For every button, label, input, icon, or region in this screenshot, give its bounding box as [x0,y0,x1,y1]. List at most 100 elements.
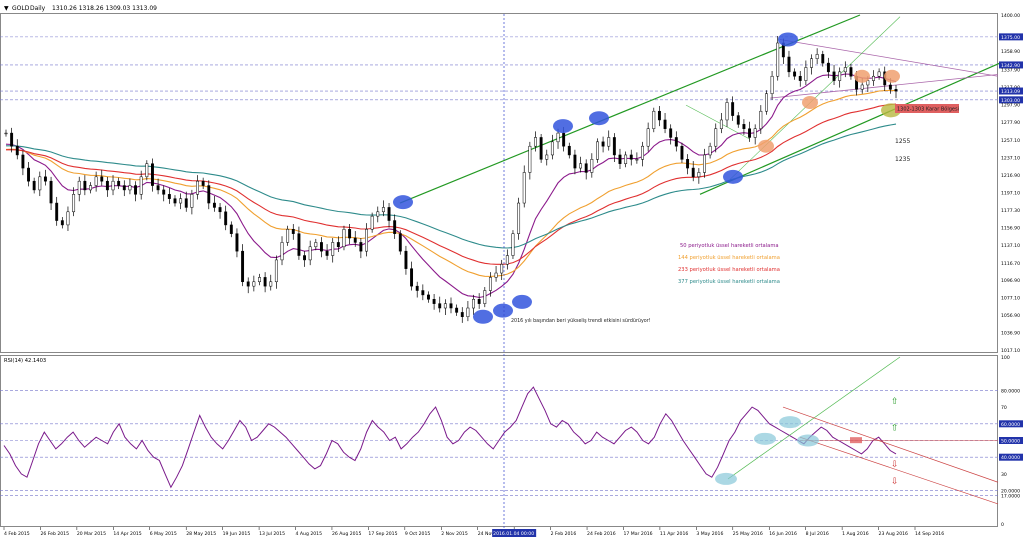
candle-body [663,119,667,129]
candle-body [297,233,301,256]
rsi-tag-bg [999,420,1023,428]
candle-body [365,229,368,252]
swing-highlight [778,32,798,47]
candle-body [573,154,577,169]
candle-body [404,250,408,269]
candle-body [353,237,357,243]
rsi-panel-frame [0,355,998,527]
time-tick-label: 2 Feb 2016 [551,531,577,537]
candle-body [843,67,847,73]
swing-highlight [493,303,513,318]
price-tick-label: 1400.00 [1001,13,1020,19]
candle-body [229,224,233,234]
candle-body [263,277,267,287]
candle-body [872,75,875,81]
rsi-highlight [797,434,819,447]
rsi-tick-label: 17.0000 [1001,494,1020,500]
candle-body [612,137,616,156]
candle-body [590,159,594,173]
candle-body [286,229,290,243]
candle-body [556,132,560,143]
time-tick-label: 1 Aug 2016 [842,531,869,537]
candle-body [466,307,470,318]
candle-body [331,242,335,256]
price-tick-label: 1277.90 [1001,120,1020,126]
rsi-red-mark [850,437,862,444]
price-tick-label: 1077.10 [1001,295,1020,301]
time-tick-label: 17 Sep 2015 [368,531,397,537]
candle-body [596,141,599,160]
rsi-tag-bg [999,453,1023,461]
price-tick-label: 1137.10 [1001,243,1020,249]
time-tick-label: 2 Nov 2015 [441,531,468,537]
candle-body [134,185,138,195]
candle-body [455,307,459,313]
time-tick-label: 9 Oct 2015 [405,531,431,537]
time-tick-label: 14 Apr 2015 [113,531,141,537]
rsi-highlight [715,472,737,485]
candle-body [212,202,216,208]
candle-body [567,145,571,156]
candle-body [528,145,532,173]
decision-zone-box [895,104,959,113]
ma233-line [5,103,897,265]
decision-zone-label: 1302-1303 Karar Bölgesi [897,107,959,113]
price-tick-label: 1017.10 [1001,348,1020,354]
candle-body [117,180,121,186]
down-arrow-icon: ⇩ [891,460,899,470]
candle-body [708,145,712,156]
candle-body [488,277,492,291]
candle-body [472,299,475,309]
candle-body [376,211,380,217]
candle-body [269,281,273,287]
candle-body [494,272,498,278]
legend: 50 periyotluk üssel hareketli ortalama 1… [678,243,780,285]
candle-body [759,110,763,129]
candle-body [280,242,284,261]
candle-body [128,185,132,191]
price-tick-label: 1297.90 [1001,102,1020,108]
candle-body [826,62,830,73]
legend-ma50: 50 periyotluk üssel hareketli ortalama [680,243,779,249]
candle-body [72,194,76,213]
candle-body [629,154,633,160]
time-tick-label: 23 Aug 2016 [879,531,909,537]
candle-body [398,233,402,252]
candle-body [477,299,481,304]
candle-body [410,268,414,287]
candle-body [703,154,706,173]
time-tick-label: 16 Jun 2016 [769,531,797,537]
rsi-tick-label: 50.0000 [1001,439,1020,445]
candle-body [443,303,447,309]
candle-body [657,110,661,121]
rsi-trendline-down-2 [799,436,999,505]
candle-body [325,250,329,256]
price-tick-label: 1116.70 [1001,261,1020,267]
candle-body [43,176,47,182]
swing-highlight [512,294,532,309]
candle-body [601,141,605,147]
time-tick-label: 4 Aug 2015 [296,531,323,537]
candle-body [415,285,419,291]
price-tick-label: 1313.09 [1001,89,1020,95]
candles [4,35,898,323]
candle-body [517,202,521,234]
price-tick-label: 1375.00 [1001,35,1020,41]
candle-body [207,185,211,204]
candle-body [10,132,14,147]
candle-body [348,229,352,239]
candle-body [449,303,453,309]
rsi-tick-label: 100 [1001,355,1010,361]
time-tick-label: 3 May 2016 [696,531,723,537]
ma50-line [5,73,897,299]
candle-body [94,176,98,186]
collapse-triangle-icon[interactable]: ▼ [4,5,9,12]
candle-body [686,159,690,169]
candle-body [798,75,802,81]
candle-body [607,137,611,147]
candle-body [838,71,842,81]
candle-body [748,128,751,138]
price-tick-label: 1036.90 [1001,331,1020,337]
candle-body [201,180,205,186]
candle-body [49,180,53,204]
